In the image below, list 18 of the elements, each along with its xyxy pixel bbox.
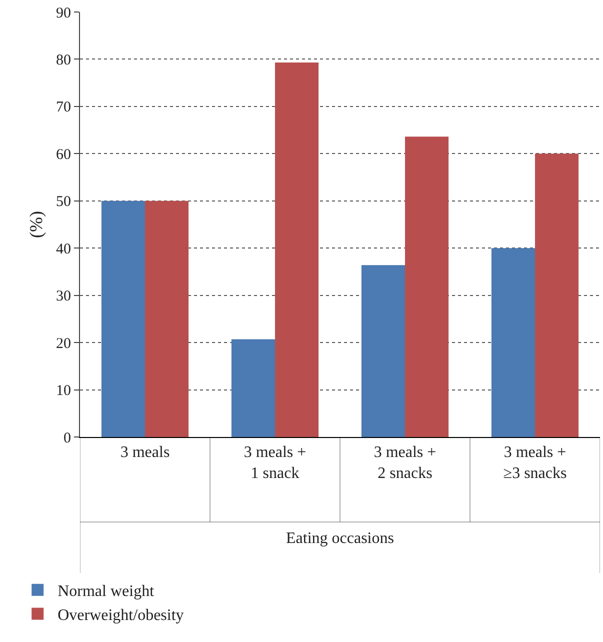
y-tick-label: 20 <box>56 336 71 352</box>
y-tick-label: 0 <box>64 430 71 446</box>
y-tick-label: 10 <box>56 383 71 400</box>
x-tick-label: 3 meals + ≥3 snacks <box>503 444 567 482</box>
x-axis-title: Eating occasions <box>286 530 394 547</box>
x-tick-label: 3 meals + 1 snack <box>244 444 306 482</box>
y-tick-label: 60 <box>56 146 71 163</box>
legend-label: Normal weight <box>58 583 155 600</box>
y-tick-label: 80 <box>56 52 71 68</box>
y-tick-label: 30 <box>56 288 71 305</box>
y-tick-label: 90 <box>56 5 71 22</box>
y-axis-title: (%) <box>26 211 46 238</box>
x-tick-label: 3 meals <box>120 444 170 462</box>
x-tick-label: 3 meals + 2 snacks <box>374 444 436 482</box>
legend-label: Overweight/obesity <box>58 606 184 624</box>
y-tick-label: 40 <box>56 241 71 258</box>
y-tick-label: 70 <box>56 100 71 116</box>
y-tick-label: 50 <box>56 194 71 210</box>
